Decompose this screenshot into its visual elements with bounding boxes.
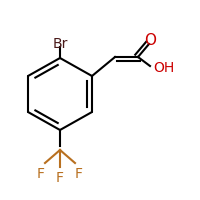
Text: Br: Br: [52, 37, 68, 51]
Text: OH: OH: [153, 61, 174, 75]
Text: F: F: [56, 171, 64, 185]
Text: F: F: [75, 167, 83, 181]
Text: F: F: [37, 167, 45, 181]
Text: O: O: [144, 33, 156, 48]
